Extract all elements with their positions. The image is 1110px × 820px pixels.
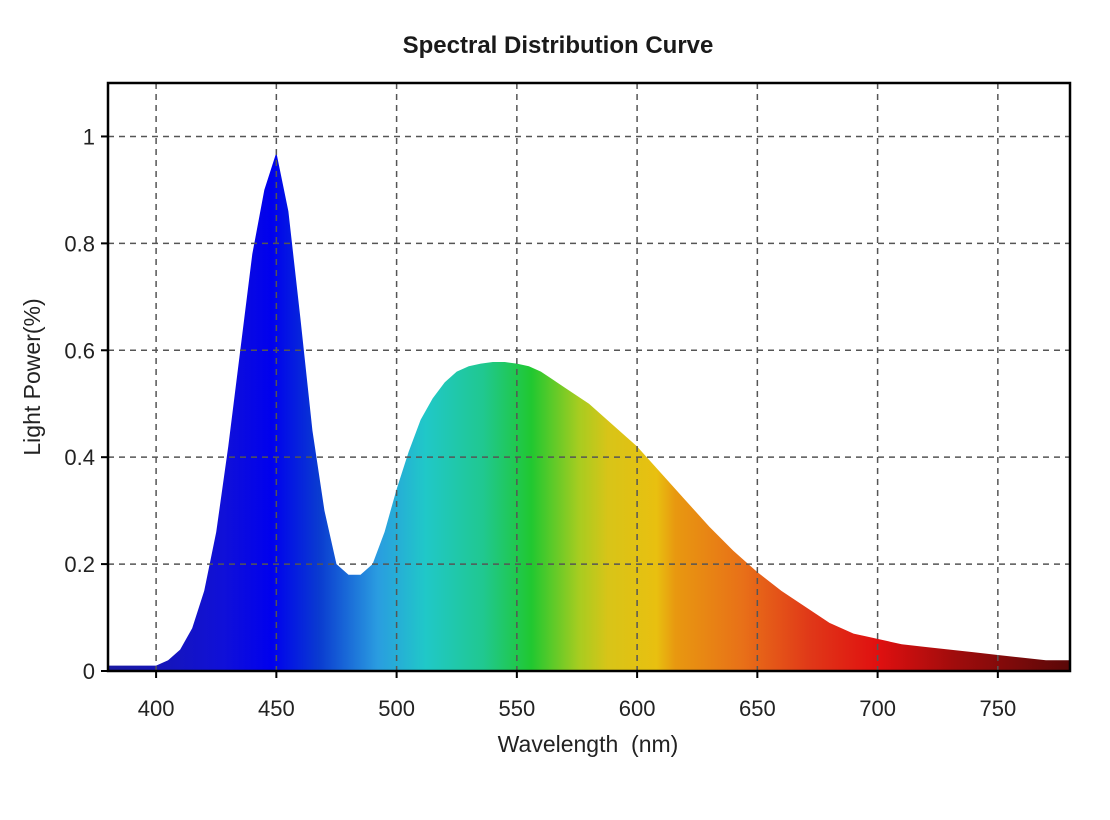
x-axis-ticks: 400 450 500 550 600 650 700 750 bbox=[138, 671, 1016, 721]
x-tick-label: 400 bbox=[138, 696, 175, 721]
x-tick-label: 450 bbox=[258, 696, 295, 721]
y-tick-label: 0.4 bbox=[64, 445, 95, 470]
x-tick-label: 500 bbox=[378, 696, 415, 721]
x-tick-label: 700 bbox=[859, 696, 896, 721]
y-tick-label: 0.6 bbox=[64, 338, 95, 363]
x-axis-label: Wavelength (nm) bbox=[498, 731, 679, 757]
spectrum-area bbox=[108, 152, 1070, 672]
y-tick-label: 1 bbox=[83, 124, 95, 149]
y-axis-ticks: 0 0.2 0.4 0.6 0.8 1 bbox=[64, 124, 108, 684]
plot-frame bbox=[106, 81, 1072, 673]
y-tick-label: 0.2 bbox=[64, 552, 95, 577]
x-tick-label: 600 bbox=[619, 696, 656, 721]
x-tick-label: 550 bbox=[498, 696, 535, 721]
y-tick-label: 0 bbox=[83, 659, 95, 684]
x-tick-label: 650 bbox=[739, 696, 776, 721]
x-tick-label: 750 bbox=[979, 696, 1016, 721]
chart-title: Spectral Distribution Curve bbox=[403, 32, 714, 59]
x-gridlines bbox=[155, 83, 999, 671]
y-tick-label: 0.8 bbox=[64, 231, 95, 256]
y-axis-label: Light Power(%) bbox=[19, 298, 45, 455]
